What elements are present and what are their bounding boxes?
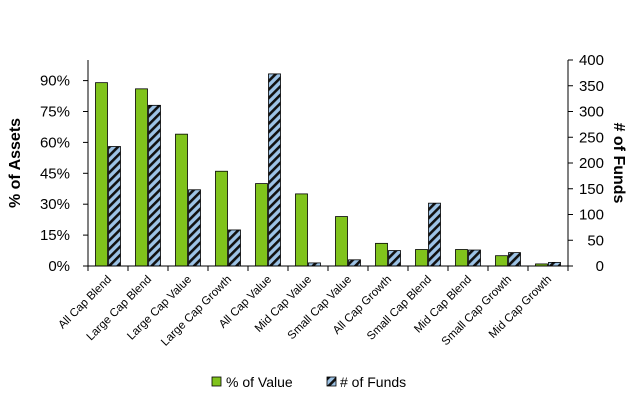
right-tick-label: 0 xyxy=(596,258,604,275)
right-tick-label: 100 xyxy=(579,207,604,224)
right-tick-label: 350 xyxy=(579,78,604,95)
bar-num-funds xyxy=(548,261,561,267)
bar-percent-value xyxy=(95,82,108,267)
bar-num-funds xyxy=(468,249,481,267)
bar-num-funds xyxy=(228,229,241,267)
right-tick-label: 50 xyxy=(587,232,604,249)
bar-num-funds xyxy=(268,73,281,267)
bar-num-funds xyxy=(428,202,441,267)
right-tick-label: 250 xyxy=(579,129,604,146)
plot-area xyxy=(95,73,561,267)
left-tick-label: 75% xyxy=(40,104,70,121)
x-tick-label: Large Cap Growth xyxy=(159,274,234,349)
left-tick-label: 0% xyxy=(48,258,70,275)
left-tick-label: 90% xyxy=(40,73,70,90)
legend-label-funds: # of Funds xyxy=(340,374,406,390)
right-tick-label: 300 xyxy=(579,104,604,121)
left-tick-label: 60% xyxy=(40,134,70,151)
bar-num-funds xyxy=(188,189,201,267)
left-tick-label: 15% xyxy=(40,227,70,244)
right-tick-label: 150 xyxy=(579,181,604,198)
bar-num-funds xyxy=(388,250,401,267)
bar-percent-value xyxy=(375,242,388,267)
left-tick-label: 45% xyxy=(40,165,70,182)
bar-percent-value xyxy=(215,170,228,267)
bar-num-funds xyxy=(108,146,121,267)
right-axis-title: # of Funds xyxy=(610,123,627,204)
right-tick-label: 400 xyxy=(579,52,604,69)
bar-num-funds xyxy=(348,259,361,267)
left-tick-label: 30% xyxy=(40,196,70,213)
legend-label-value: % of Value xyxy=(226,374,293,390)
x-tick-label: Small Cap Growth xyxy=(440,274,514,348)
bar-percent-value xyxy=(415,249,428,267)
bar-num-funds xyxy=(508,252,521,267)
right-axis: 0 50 100 150 200 250 300 350 400 xyxy=(567,52,604,275)
legend-swatch-funds xyxy=(326,376,337,387)
bar-percent-value xyxy=(335,216,348,267)
left-axis-title: % of Assets xyxy=(7,118,24,208)
bar-percent-value xyxy=(255,183,268,267)
legend: % of Value # of Funds xyxy=(211,374,406,390)
bar-percent-value xyxy=(495,255,508,267)
bar-percent-value xyxy=(175,133,188,267)
bar-percent-value xyxy=(295,193,308,267)
legend-swatch-value xyxy=(211,376,222,387)
right-tick-label: 200 xyxy=(579,155,604,172)
bar-percent-value xyxy=(135,88,148,267)
bar-percent-value xyxy=(455,249,468,267)
left-axis: 0% 15% 30% 45% 60% 75% 90% xyxy=(40,60,89,275)
bar-num-funds xyxy=(148,104,161,267)
